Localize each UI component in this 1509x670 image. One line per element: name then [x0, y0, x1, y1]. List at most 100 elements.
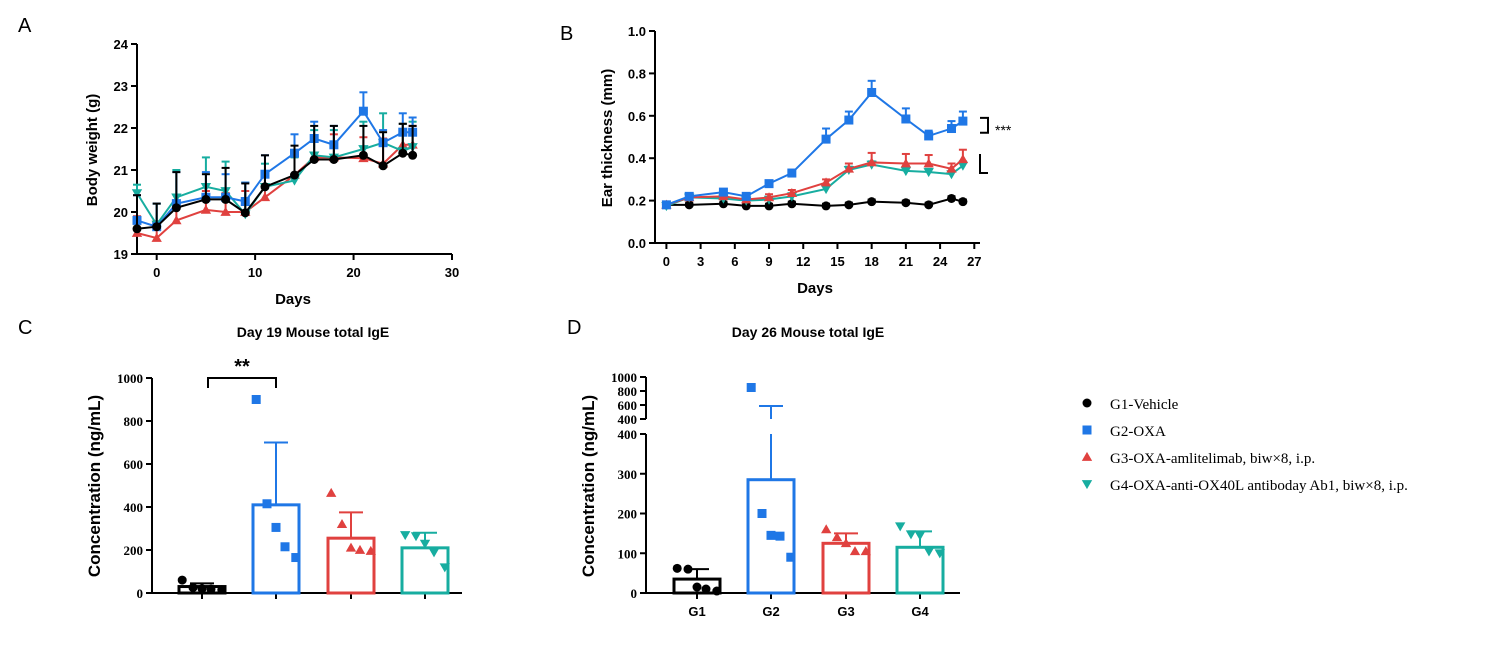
bar-G4	[400, 546, 450, 595]
y-tick-label: 1.0	[628, 24, 646, 39]
data-point	[923, 168, 934, 178]
data-point	[787, 199, 797, 209]
panel-b-ylabel: Ear thickness (mm)	[599, 69, 616, 207]
panel-d-day26-ige-chart: Day 26 Mouse total IgE Concentration (ng…	[579, 324, 960, 619]
x-tick-label: 15	[830, 254, 844, 269]
data-point	[821, 134, 831, 144]
y-tick-label: 0.6	[628, 109, 646, 124]
data-point	[358, 150, 368, 160]
data-point	[958, 116, 968, 126]
legend-entry: G1-Vehicle	[1082, 397, 1179, 413]
panel-c-day19-ige-chart: Day 19 Mouse total IgE Concentration (ng…	[85, 324, 462, 601]
x-tick-label: 6	[731, 254, 738, 269]
data-point	[775, 531, 785, 541]
series-line-G1	[666, 197, 964, 207]
data-point	[701, 584, 711, 594]
y-tick-label: 24	[114, 37, 129, 52]
data-point	[895, 522, 906, 532]
legend-marker	[1082, 398, 1092, 408]
data-point	[957, 154, 969, 164]
legend-marker	[1081, 451, 1093, 461]
significance-label: ***	[995, 122, 1012, 138]
data-point	[766, 530, 776, 540]
data-point	[924, 200, 934, 210]
data-point	[840, 538, 852, 548]
series-line-G2	[666, 91, 964, 206]
data-point	[260, 182, 270, 192]
panel-label-c: C	[18, 317, 32, 339]
data-point	[400, 531, 411, 541]
panel-label-d: D	[567, 317, 581, 339]
x-tick-label: 12	[796, 254, 810, 269]
data-point	[820, 185, 832, 195]
bar-G2	[251, 503, 301, 595]
data-point	[746, 383, 756, 392]
data-point	[188, 583, 198, 593]
data-point	[867, 197, 877, 207]
y-tick-label: 600	[618, 398, 638, 413]
bar-group-G1	[672, 563, 722, 596]
panel-b-xlabel: Days	[797, 280, 833, 297]
series-G1	[661, 193, 968, 211]
y-tick-label: 800	[124, 414, 144, 429]
data-point	[200, 204, 212, 214]
data-point	[684, 191, 694, 201]
panel-a-ylabel: Body weight (g)	[84, 94, 101, 207]
data-point	[171, 203, 181, 213]
data-point	[946, 193, 956, 203]
x-tick-label: G3	[837, 604, 854, 619]
data-point	[958, 197, 968, 207]
y-tick-label: 100	[618, 546, 638, 561]
data-point	[787, 168, 797, 178]
x-tick-label: 30	[445, 265, 459, 280]
panel-c-title: Day 19 Mouse total IgE	[237, 324, 389, 340]
significance-bracket-lower	[979, 153, 988, 175]
x-tick-label: 18	[864, 254, 878, 269]
x-tick-label: 24	[933, 254, 948, 269]
data-point	[946, 163, 957, 173]
data-point	[763, 192, 775, 202]
significance-label: **	[234, 356, 250, 378]
series-G3	[661, 148, 969, 209]
legend-entry: G3-OXA-amlitelimab, biw×8, i.p.	[1081, 451, 1315, 467]
data-point	[326, 487, 337, 497]
y-tick-label: 1000	[117, 371, 143, 386]
data-point	[661, 200, 671, 210]
y-tick-label: 600	[124, 457, 144, 472]
data-point	[419, 539, 431, 549]
bar-group-G2	[746, 383, 796, 595]
data-point	[151, 232, 162, 242]
data-point	[849, 546, 861, 556]
x-tick-label: G4	[911, 604, 929, 619]
data-point	[831, 532, 843, 542]
data-point	[683, 564, 693, 574]
data-point	[280, 542, 290, 552]
legend-label: G3-OXA-amlitelimab, biw×8, i.p.	[1110, 451, 1315, 467]
y-tick-label: 400	[618, 427, 638, 442]
data-point	[152, 222, 162, 232]
data-point	[358, 106, 368, 116]
data-point	[820, 177, 832, 187]
data-point	[262, 499, 272, 509]
data-point	[398, 148, 408, 158]
series-G1	[132, 122, 418, 234]
x-tick-label: G1	[688, 604, 705, 619]
data-point	[177, 575, 187, 585]
panel-d-title: Day 26 Mouse total IgE	[732, 324, 884, 340]
y-tick-label: 400	[618, 412, 638, 427]
x-tick-label: 10	[248, 265, 262, 280]
data-point	[221, 194, 231, 204]
data-point	[712, 586, 722, 596]
data-point	[329, 155, 339, 164]
significance-bracket	[207, 377, 277, 388]
y-tick-label: 23	[114, 79, 128, 94]
data-point	[131, 189, 143, 199]
data-point	[934, 549, 945, 559]
panel-d-ylabel: Concentration (ng/mL)	[579, 395, 598, 577]
legend: G1-Vehicle G2-OXA G3-OXA-amlitelimab, biw×…	[1081, 397, 1408, 494]
y-tick-label: 22	[114, 121, 128, 136]
data-point	[408, 150, 418, 160]
data-point	[957, 161, 969, 171]
x-tick-label: 9	[765, 254, 772, 269]
y-tick-label: 0	[631, 586, 638, 601]
